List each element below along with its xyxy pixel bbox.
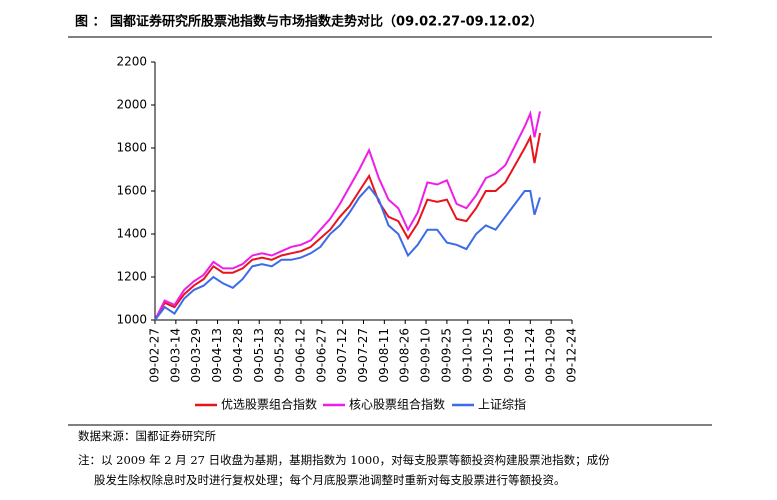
legend-label: 优选股票组合指数 bbox=[221, 397, 317, 412]
x-tick-label: 09-02-27 bbox=[148, 328, 162, 382]
x-tick-label: 09-07-27 bbox=[356, 328, 370, 382]
y-tick-label: 1200 bbox=[116, 270, 147, 284]
x-tick-label: 09-05-28 bbox=[273, 328, 287, 382]
x-tick-label: 09-12-24 bbox=[565, 328, 579, 382]
y-tick-label: 1400 bbox=[116, 227, 147, 241]
x-tick-label: 09-08-11 bbox=[377, 328, 391, 382]
x-tick-label: 09-07-12 bbox=[335, 328, 349, 382]
legend-label: 核心股票组合指数 bbox=[349, 397, 445, 412]
x-tick-label: 09-06-27 bbox=[314, 328, 328, 382]
x-tick-label: 09-04-28 bbox=[231, 328, 245, 382]
y-tick-label: 1000 bbox=[116, 313, 147, 327]
y-tick-label: 1800 bbox=[116, 141, 147, 155]
x-tick-label: 09-11-09 bbox=[502, 328, 516, 382]
chart-title: 图 ： 国都证券研究所股票池指数与市场指数走势对比（09.02.27-09.12… bbox=[75, 14, 543, 30]
x-tick-label: 09-08-26 bbox=[398, 328, 412, 382]
x-tick-label: 09-03-14 bbox=[168, 328, 182, 382]
x-tick-label: 09-11-24 bbox=[523, 328, 537, 382]
series-line bbox=[154, 132, 541, 321]
series-line bbox=[154, 110, 541, 321]
note: 注：以 2009 年 2 月 27 日收盘为基期，基期指数为 1000，对每支股… bbox=[78, 453, 610, 467]
x-tick-label: 09-06-12 bbox=[293, 328, 307, 382]
x-tick-label: 09-10-10 bbox=[460, 328, 474, 382]
x-tick-label: 09-05-13 bbox=[252, 328, 266, 382]
series-line bbox=[154, 185, 541, 321]
y-tick-label: 2200 bbox=[116, 55, 147, 69]
x-tick-label: 09-10-25 bbox=[481, 328, 495, 382]
y-tick-label: 2000 bbox=[116, 98, 147, 112]
source: 数据来源：国都证券研究所 bbox=[78, 429, 216, 443]
y-tick-label: 1600 bbox=[116, 184, 147, 198]
x-tick-label: 09-09-25 bbox=[439, 328, 453, 382]
legend-label: 上证综指 bbox=[478, 397, 526, 412]
x-tick-label: 09-12-09 bbox=[544, 328, 558, 382]
x-tick-label: 09-09-10 bbox=[419, 328, 433, 382]
x-tick-label: 09-04-13 bbox=[210, 328, 224, 382]
x-tick-label: 09-03-29 bbox=[189, 328, 203, 382]
note: 股发生除权除息时及时进行复权处理；每个月底股票池调整时重新对每支股票进行等额投资… bbox=[94, 473, 566, 487]
